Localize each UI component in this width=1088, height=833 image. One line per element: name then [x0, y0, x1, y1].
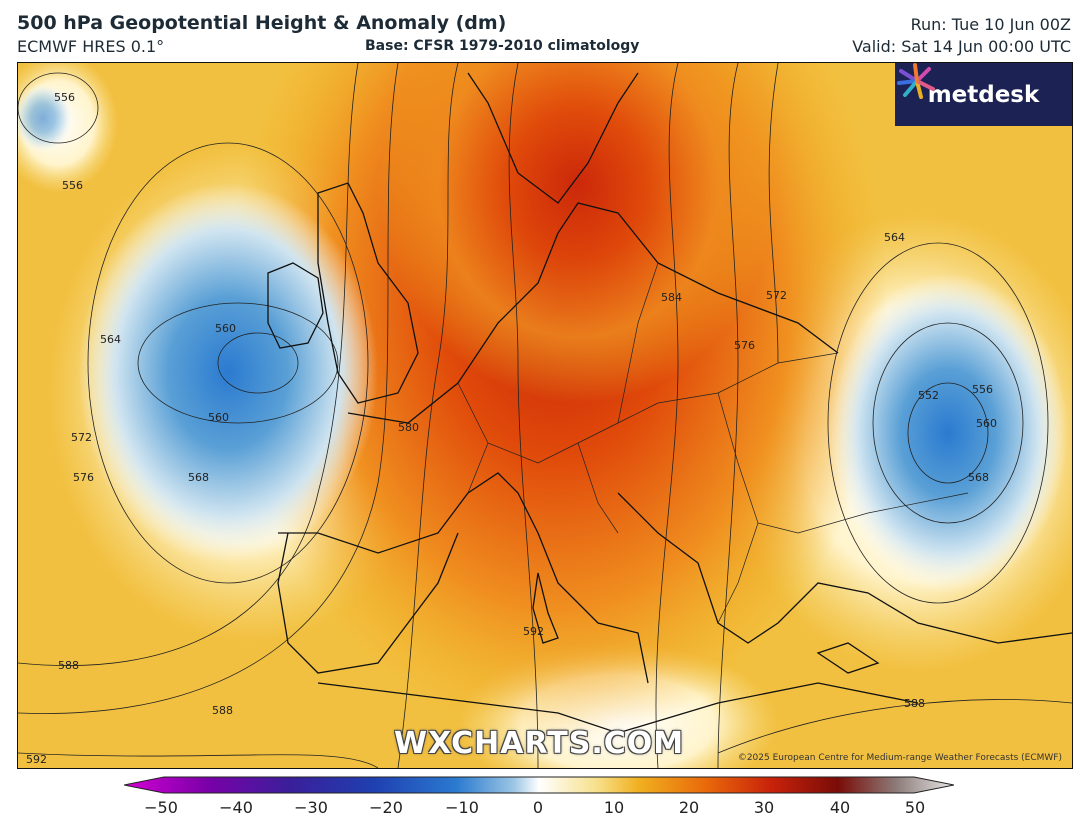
- contour-line: [18, 72, 99, 144]
- colorbar: [124, 776, 954, 794]
- contour-label: 568: [188, 471, 209, 484]
- south-europe-coast: [278, 472, 649, 684]
- border-line: [657, 352, 839, 404]
- contour-line: [717, 699, 1072, 754]
- chart-title: 500 hPa Geopotential Height & Anomaly (d…: [17, 12, 507, 34]
- contour-line: [397, 63, 459, 768]
- colorbar-tick-label: −50: [144, 798, 178, 817]
- coastlines: [267, 72, 1072, 734]
- contour-label: 560: [208, 411, 229, 424]
- colorbar-tick-label: 30: [753, 798, 775, 817]
- border-line: [617, 262, 659, 424]
- contour-line: [18, 63, 399, 714]
- contour-label: 560: [976, 417, 997, 430]
- contour-label: 576: [73, 471, 94, 484]
- contour-line: [768, 63, 779, 364]
- border-line: [457, 382, 659, 464]
- model-label: ECMWF HRES 0.1°: [17, 37, 165, 56]
- wxcharts-watermark: WXCHARTS.COM: [394, 726, 685, 761]
- border-line: [717, 392, 969, 534]
- contour-label: 592: [523, 625, 544, 638]
- north-europe-coast: [347, 202, 839, 424]
- contour-label: 560: [215, 322, 236, 335]
- run-time-label: Run: Tue 10 Jun 00Z: [910, 15, 1071, 34]
- colorbar-tick-label: 20: [678, 798, 700, 817]
- contour-line: [137, 302, 339, 424]
- cold-anomaly-east: [828, 273, 1068, 593]
- contour-line: [872, 322, 1024, 524]
- border-line: [577, 442, 619, 534]
- contour-label: 584: [661, 291, 682, 304]
- copyright-notice: ©2025 European Centre for Medium-range W…: [737, 753, 1062, 763]
- colorbar-tick-label: −40: [219, 798, 253, 817]
- island-outline: [816, 642, 880, 674]
- anomaly-map: 556 560 564 556 560 572 576 568 580 584 …: [17, 62, 1073, 769]
- contour-line: [717, 63, 739, 768]
- metdesk-logo: metdesk: [895, 63, 1072, 126]
- contour-label: 564: [100, 333, 121, 346]
- contour-line: [907, 382, 989, 484]
- balkan-coast: [617, 492, 1072, 644]
- height-contours: [18, 63, 1072, 768]
- colorbar-tick-label: 10: [603, 798, 625, 817]
- border-line: [467, 442, 489, 494]
- britain-coast: [317, 182, 419, 404]
- contour-label: 572: [766, 289, 787, 302]
- colorbar-gradient: [124, 776, 954, 794]
- contour-label: 588: [58, 659, 79, 672]
- contour-label: 592: [26, 753, 47, 766]
- contour-label: 564: [884, 231, 905, 244]
- contour-line: [655, 63, 679, 768]
- metdesk-burst-icon: [897, 63, 935, 99]
- contour-label: 572: [71, 431, 92, 444]
- colorbar-tick-label: −20: [369, 798, 403, 817]
- valid-time-label: Valid: Sat 14 Jun 00:00 UTC: [852, 37, 1071, 56]
- cold-anomaly-nw: [18, 83, 73, 153]
- iberia-coast: [277, 532, 459, 674]
- borders: [457, 262, 969, 624]
- contour-line: [18, 63, 359, 666]
- scandinavia-coast: [467, 72, 639, 204]
- warm-anomaly-core: [378, 63, 778, 403]
- contour-label: 556: [62, 179, 83, 192]
- climatology-base-label: Base: CFSR 1979-2010 climatology: [365, 38, 640, 54]
- colorbar-tick-label: 40: [829, 798, 851, 817]
- contour-line: [508, 63, 539, 768]
- contour-line: [827, 242, 1049, 604]
- contour-label: 552: [918, 389, 939, 402]
- contour-label: 588: [904, 697, 925, 710]
- north-africa-coast: [317, 682, 919, 734]
- corsica-sardinia: [532, 572, 559, 644]
- contour-label: 556: [972, 383, 993, 396]
- contour-line: [217, 332, 299, 394]
- border-line: [717, 522, 759, 624]
- colorbar-tick-label: 0: [532, 798, 544, 817]
- colorbar-tick-label: 50: [904, 798, 926, 817]
- contour-label: 576: [734, 339, 755, 352]
- colorbar-tick-label: −10: [445, 798, 479, 817]
- map-canvas: [18, 63, 1072, 768]
- colorbar-tick-label: −30: [294, 798, 328, 817]
- cold-anomaly-west: [78, 183, 378, 563]
- contour-label: 568: [968, 471, 989, 484]
- contour-line: [87, 142, 369, 584]
- contour-label: 556: [54, 91, 75, 104]
- contour-label: 580: [398, 421, 419, 434]
- contour-label: 588: [212, 704, 233, 717]
- contour-line: [18, 752, 379, 768]
- ireland-coast: [267, 262, 324, 349]
- metdesk-logo-text: metdesk: [927, 81, 1040, 108]
